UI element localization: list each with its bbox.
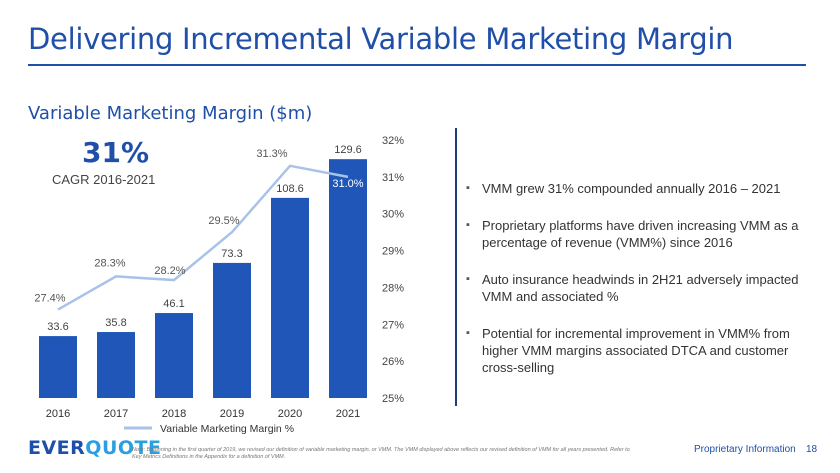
bar [39, 336, 77, 398]
x-tick-label: 2020 [278, 408, 302, 420]
line-point-label: 28.2% [154, 265, 185, 277]
bar [271, 197, 309, 398]
bar-value-label: 46.1 [163, 298, 184, 310]
bar-value-label: 35.8 [105, 317, 126, 329]
bar [97, 332, 135, 398]
bullet-item: Auto insurance headwinds in 2H21 adverse… [466, 271, 806, 305]
line-point-label: 28.3% [94, 257, 125, 269]
vertical-divider [455, 128, 457, 406]
footnote: Note: Beginning in the first quarter of … [132, 447, 630, 460]
cagr-label: CAGR 2016-2021 [52, 172, 156, 187]
y2-tick-label: 28% [382, 282, 404, 294]
bar [213, 262, 251, 398]
x-tick-label: 2018 [162, 408, 186, 420]
line-point-label: 31.3% [256, 148, 287, 160]
line-point-label: 27.4% [34, 293, 65, 305]
x-tick-label: 2019 [220, 408, 244, 420]
proprietary-label: Proprietary Information [694, 444, 796, 455]
legend-label: Variable Marketing Margin % [160, 423, 294, 435]
bar [329, 159, 367, 398]
title-rule [28, 64, 806, 66]
x-tick-label: 2016 [46, 408, 70, 420]
x-tick-label: 2021 [336, 408, 360, 420]
bar-value-label: 33.6 [47, 321, 68, 333]
cagr-value: 31% [82, 136, 150, 169]
line-point-label: 31.0% [332, 178, 363, 190]
chart-subtitle: Variable Marketing Margin ($m) [28, 103, 313, 124]
bar-value-label: 108.6 [276, 183, 304, 195]
bar-value-label: 73.3 [221, 248, 242, 260]
bar [155, 313, 193, 398]
vmm-percent-line [57, 164, 349, 311]
bullet-item: VMM grew 31% compounded annually 2016 – … [466, 180, 806, 197]
slide-title: Delivering Incremental Variable Marketin… [28, 22, 734, 56]
y2-tick-label: 26% [382, 356, 404, 368]
bullet-item: Proprietary platforms have driven increa… [466, 217, 806, 251]
y2-tick-label: 25% [382, 393, 404, 405]
bullet-list: VMM grew 31% compounded annually 2016 – … [466, 180, 806, 396]
x-tick-label: 2017 [104, 408, 128, 420]
y2-tick-label: 32% [382, 135, 404, 147]
line-point-label: 29.5% [208, 215, 239, 227]
y2-tick-label: 27% [382, 319, 404, 331]
page-number: 18 [806, 444, 818, 455]
everquote-logo: EVERQUOTE [28, 437, 162, 459]
bullet-item: Potential for incremental improvement in… [466, 325, 806, 376]
y2-tick-label: 29% [382, 246, 404, 258]
y2-tick-label: 30% [382, 209, 404, 221]
y2-tick-label: 31% [382, 172, 404, 184]
bar-value-label: 129.6 [334, 144, 362, 156]
